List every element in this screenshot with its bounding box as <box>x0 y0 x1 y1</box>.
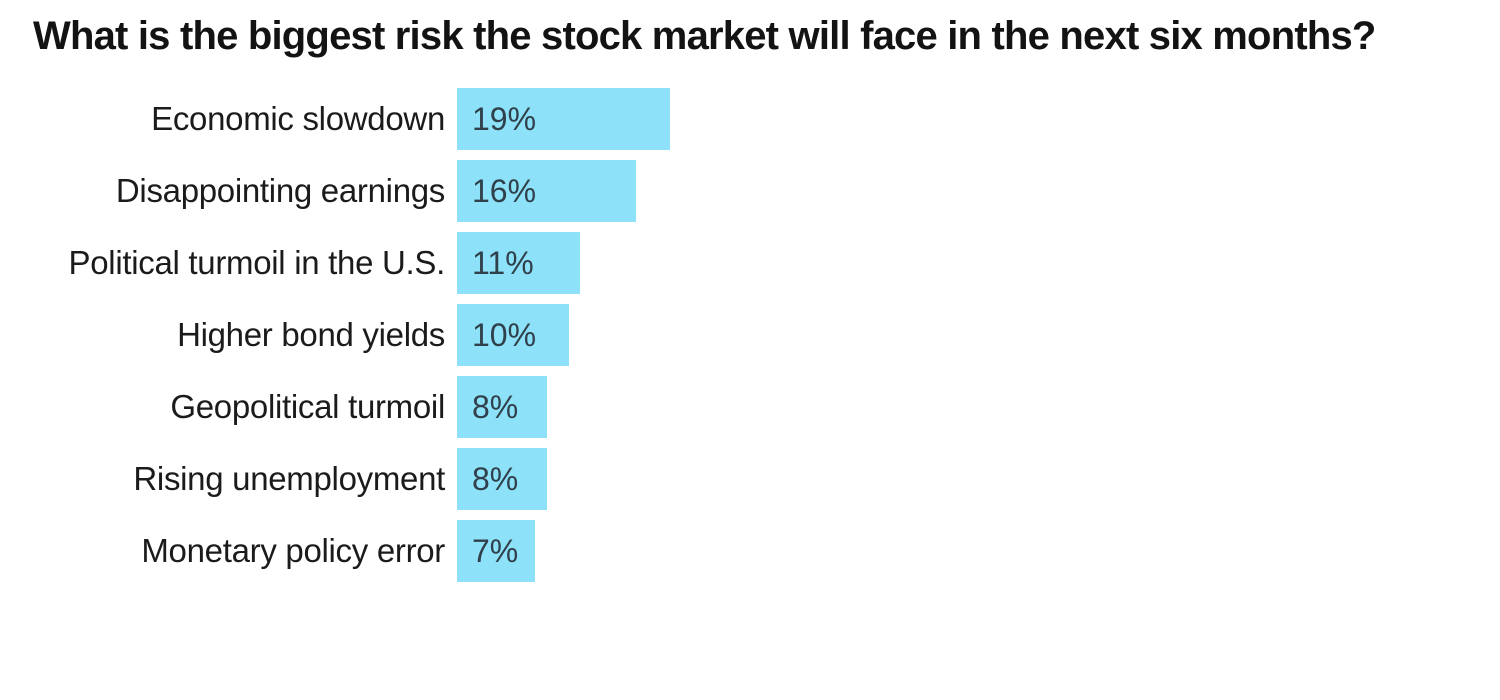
bar-track: 7% <box>457 520 1500 582</box>
bar-track: 11% <box>457 232 1500 294</box>
value-label: 7% <box>472 532 519 569</box>
value-label: 8% <box>472 388 519 425</box>
value-label: 19% <box>472 100 537 137</box>
bar-track: 8% <box>457 376 1500 438</box>
bar: 7% <box>457 520 536 582</box>
value-label: 10% <box>472 316 537 353</box>
chart-title: What is the biggest risk the stock marke… <box>33 14 1376 58</box>
category-label: Geopolitical turmoil <box>170 388 445 425</box>
bar-track: 16% <box>457 160 1500 222</box>
bar: 10% <box>457 304 569 366</box>
bar: 11% <box>457 232 581 294</box>
category-label: Disappointing earnings <box>115 172 445 209</box>
bar-track: 8% <box>457 448 1500 510</box>
bar-track: 10% <box>457 304 1500 366</box>
bar: 8% <box>457 448 547 510</box>
category-label: Economic slowdown <box>151 100 445 137</box>
bar-row: Rising unemployment 8% <box>0 448 1500 510</box>
bar: 16% <box>457 160 637 222</box>
bar-row: Economic slowdown 19% <box>0 88 1500 150</box>
value-label: 16% <box>472 172 537 209</box>
bar-row: Monetary policy error 7% <box>0 520 1500 582</box>
bar-row: Geopolitical turmoil 8% <box>0 376 1500 438</box>
category-label: Higher bond yields <box>177 316 445 353</box>
bar-row: Higher bond yields 10% <box>0 304 1500 366</box>
value-label: 11% <box>472 244 534 281</box>
bar-row: Political turmoil in the U.S. 11% <box>0 232 1500 294</box>
bar: 19% <box>457 88 670 150</box>
bar: 8% <box>457 376 547 438</box>
category-label: Political turmoil in the U.S. <box>68 244 446 281</box>
bar-chart: Economic slowdown 19% Disappointing earnin… <box>0 88 1500 582</box>
value-label: 8% <box>472 460 519 497</box>
category-label: Rising unemployment <box>133 460 445 497</box>
bar-track: 19% <box>457 88 1500 150</box>
category-label: Monetary policy error <box>141 532 445 569</box>
bar-row: Disappointing earnings 16% <box>0 160 1500 222</box>
